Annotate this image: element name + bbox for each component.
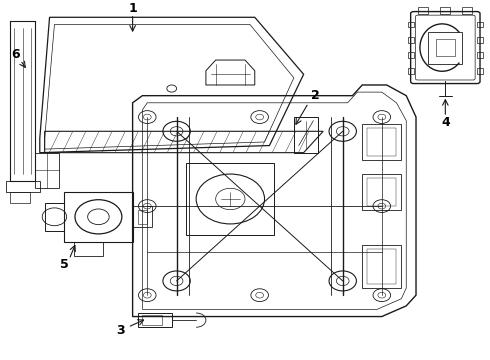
- Text: 2: 2: [312, 89, 320, 102]
- Bar: [362, 174, 401, 210]
- Bar: [418, 7, 428, 14]
- Bar: [408, 68, 414, 73]
- Bar: [408, 37, 414, 43]
- Bar: [436, 39, 455, 57]
- Bar: [408, 22, 414, 27]
- Bar: [367, 177, 396, 206]
- Text: 5: 5: [60, 258, 69, 271]
- Text: 1: 1: [128, 2, 137, 15]
- Bar: [362, 245, 401, 288]
- Bar: [477, 37, 483, 43]
- Bar: [367, 249, 396, 284]
- Text: 3: 3: [116, 324, 125, 337]
- Bar: [428, 32, 463, 64]
- Bar: [362, 124, 401, 160]
- Bar: [477, 68, 483, 73]
- Bar: [408, 53, 414, 58]
- Bar: [477, 22, 483, 27]
- Bar: [367, 128, 396, 156]
- Bar: [441, 7, 450, 14]
- Text: 4: 4: [441, 116, 450, 129]
- Text: 6: 6: [11, 48, 20, 61]
- Bar: [463, 7, 472, 14]
- Bar: [477, 53, 483, 58]
